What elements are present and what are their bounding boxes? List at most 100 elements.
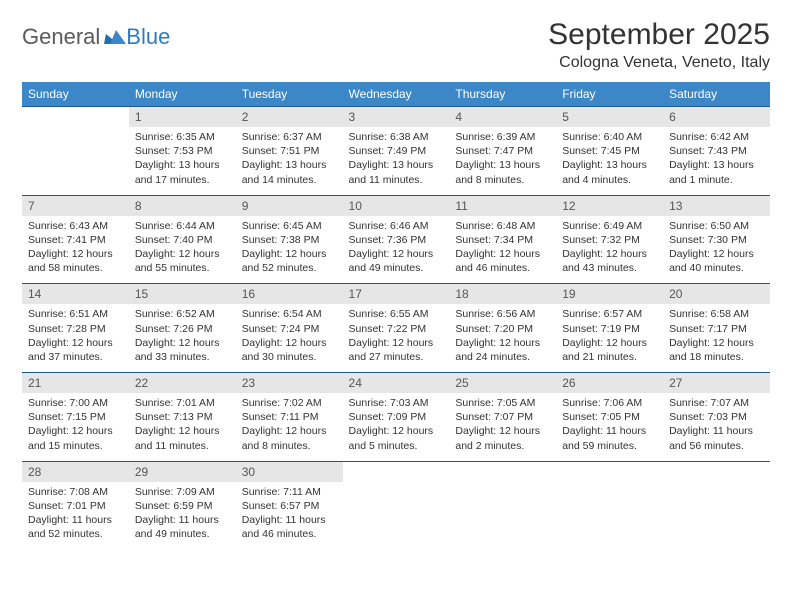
daylight-text: Daylight: 12 hours (455, 247, 550, 261)
sunset-text: Sunset: 7:32 PM (562, 233, 657, 247)
daylight-text: Daylight: 13 hours (669, 158, 764, 172)
day-cell (449, 482, 556, 550)
daylight-text: Daylight: 12 hours (349, 336, 444, 350)
day-cell: Sunrise: 7:11 AMSunset: 6:57 PMDaylight:… (236, 482, 343, 550)
weekday-header-row: Sunday Monday Tuesday Wednesday Thursday… (22, 82, 770, 107)
day-number (556, 461, 663, 482)
day-cell: Sunrise: 6:38 AMSunset: 7:49 PMDaylight:… (343, 127, 450, 195)
location: Cologna Veneta, Veneto, Italy (548, 54, 770, 72)
day-cell: Sunrise: 6:43 AMSunset: 7:41 PMDaylight:… (22, 216, 129, 284)
daylight-text: and 5 minutes. (349, 439, 444, 453)
day-number: 11 (449, 195, 556, 216)
sunset-text: Sunset: 7:24 PM (242, 322, 337, 336)
day-number: 2 (236, 107, 343, 128)
daylight-text: Daylight: 11 hours (28, 513, 123, 527)
daylight-text: and 17 minutes. (135, 173, 230, 187)
daylight-text: and 30 minutes. (242, 350, 337, 364)
daylight-text: and 46 minutes. (455, 261, 550, 275)
daylight-text: Daylight: 11 hours (135, 513, 230, 527)
sunrise-text: Sunrise: 6:50 AM (669, 219, 764, 233)
sunset-text: Sunset: 7:34 PM (455, 233, 550, 247)
daylight-text: and 14 minutes. (242, 173, 337, 187)
sunset-text: Sunset: 7:03 PM (669, 410, 764, 424)
day-cell: Sunrise: 6:44 AMSunset: 7:40 PMDaylight:… (129, 216, 236, 284)
brand-mark-icon (104, 24, 126, 50)
sunrise-text: Sunrise: 6:49 AM (562, 219, 657, 233)
day-number: 27 (663, 373, 770, 394)
day-cell: Sunrise: 6:42 AMSunset: 7:43 PMDaylight:… (663, 127, 770, 195)
day-number: 6 (663, 107, 770, 128)
day-cell: Sunrise: 6:58 AMSunset: 7:17 PMDaylight:… (663, 304, 770, 372)
daylight-text: and 27 minutes. (349, 350, 444, 364)
daylight-text: and 2 minutes. (455, 439, 550, 453)
daylight-text: and 21 minutes. (562, 350, 657, 364)
daylight-text: and 43 minutes. (562, 261, 657, 275)
weekday-header: Sunday (22, 82, 129, 107)
day-number: 29 (129, 461, 236, 482)
sunrise-text: Sunrise: 6:35 AM (135, 130, 230, 144)
day-cell: Sunrise: 7:01 AMSunset: 7:13 PMDaylight:… (129, 393, 236, 461)
daylight-text: and 52 minutes. (28, 527, 123, 541)
day-cell: Sunrise: 7:07 AMSunset: 7:03 PMDaylight:… (663, 393, 770, 461)
day-cell: Sunrise: 6:39 AMSunset: 7:47 PMDaylight:… (449, 127, 556, 195)
daylight-text: Daylight: 12 hours (28, 247, 123, 261)
day-number: 4 (449, 107, 556, 128)
sunset-text: Sunset: 7:19 PM (562, 322, 657, 336)
sunrise-text: Sunrise: 6:45 AM (242, 219, 337, 233)
day-number: 20 (663, 284, 770, 305)
content-row: Sunrise: 7:08 AMSunset: 7:01 PMDaylight:… (22, 482, 770, 550)
day-number: 13 (663, 195, 770, 216)
day-cell: Sunrise: 7:09 AMSunset: 6:59 PMDaylight:… (129, 482, 236, 550)
day-number: 8 (129, 195, 236, 216)
daylight-text: Daylight: 12 hours (562, 336, 657, 350)
daylight-text: Daylight: 11 hours (669, 424, 764, 438)
daylight-text: and 49 minutes. (349, 261, 444, 275)
sunrise-text: Sunrise: 6:51 AM (28, 307, 123, 321)
day-number (343, 461, 450, 482)
sunset-text: Sunset: 7:41 PM (28, 233, 123, 247)
day-cell: Sunrise: 7:06 AMSunset: 7:05 PMDaylight:… (556, 393, 663, 461)
day-cell: Sunrise: 6:49 AMSunset: 7:32 PMDaylight:… (556, 216, 663, 284)
sunrise-text: Sunrise: 6:54 AM (242, 307, 337, 321)
weekday-header: Wednesday (343, 82, 450, 107)
day-cell (343, 482, 450, 550)
daylight-text: Daylight: 12 hours (135, 336, 230, 350)
sunset-text: Sunset: 7:26 PM (135, 322, 230, 336)
weekday-header: Friday (556, 82, 663, 107)
sunset-text: Sunset: 7:51 PM (242, 144, 337, 158)
sunset-text: Sunset: 7:40 PM (135, 233, 230, 247)
day-cell: Sunrise: 6:46 AMSunset: 7:36 PMDaylight:… (343, 216, 450, 284)
day-cell: Sunrise: 6:50 AMSunset: 7:30 PMDaylight:… (663, 216, 770, 284)
day-number: 25 (449, 373, 556, 394)
sunset-text: Sunset: 6:57 PM (242, 499, 337, 513)
daylight-text: and 46 minutes. (242, 527, 337, 541)
day-number: 24 (343, 373, 450, 394)
daylight-text: Daylight: 12 hours (349, 424, 444, 438)
daylight-text: and 1 minute. (669, 173, 764, 187)
daylight-text: and 37 minutes. (28, 350, 123, 364)
sunrise-text: Sunrise: 6:38 AM (349, 130, 444, 144)
weekday-header: Saturday (663, 82, 770, 107)
day-cell: Sunrise: 6:55 AMSunset: 7:22 PMDaylight:… (343, 304, 450, 372)
daylight-text: and 49 minutes. (135, 527, 230, 541)
day-number: 1 (129, 107, 236, 128)
sunrise-text: Sunrise: 6:56 AM (455, 307, 550, 321)
sunrise-text: Sunrise: 6:39 AM (455, 130, 550, 144)
day-number: 14 (22, 284, 129, 305)
sunset-text: Sunset: 7:07 PM (455, 410, 550, 424)
sunset-text: Sunset: 7:01 PM (28, 499, 123, 513)
daylight-text: and 56 minutes. (669, 439, 764, 453)
day-number: 7 (22, 195, 129, 216)
day-number: 19 (556, 284, 663, 305)
daylight-text: Daylight: 12 hours (28, 336, 123, 350)
content-row: Sunrise: 6:43 AMSunset: 7:41 PMDaylight:… (22, 216, 770, 284)
header: General Blue September 2025 Cologna Vene… (22, 18, 770, 72)
day-cell: Sunrise: 6:45 AMSunset: 7:38 PMDaylight:… (236, 216, 343, 284)
content-row: Sunrise: 6:51 AMSunset: 7:28 PMDaylight:… (22, 304, 770, 372)
daylight-text: and 15 minutes. (28, 439, 123, 453)
daylight-text: and 40 minutes. (669, 261, 764, 275)
day-number: 17 (343, 284, 450, 305)
daylight-text: and 8 minutes. (242, 439, 337, 453)
weekday-header: Monday (129, 82, 236, 107)
day-cell: Sunrise: 6:37 AMSunset: 7:51 PMDaylight:… (236, 127, 343, 195)
